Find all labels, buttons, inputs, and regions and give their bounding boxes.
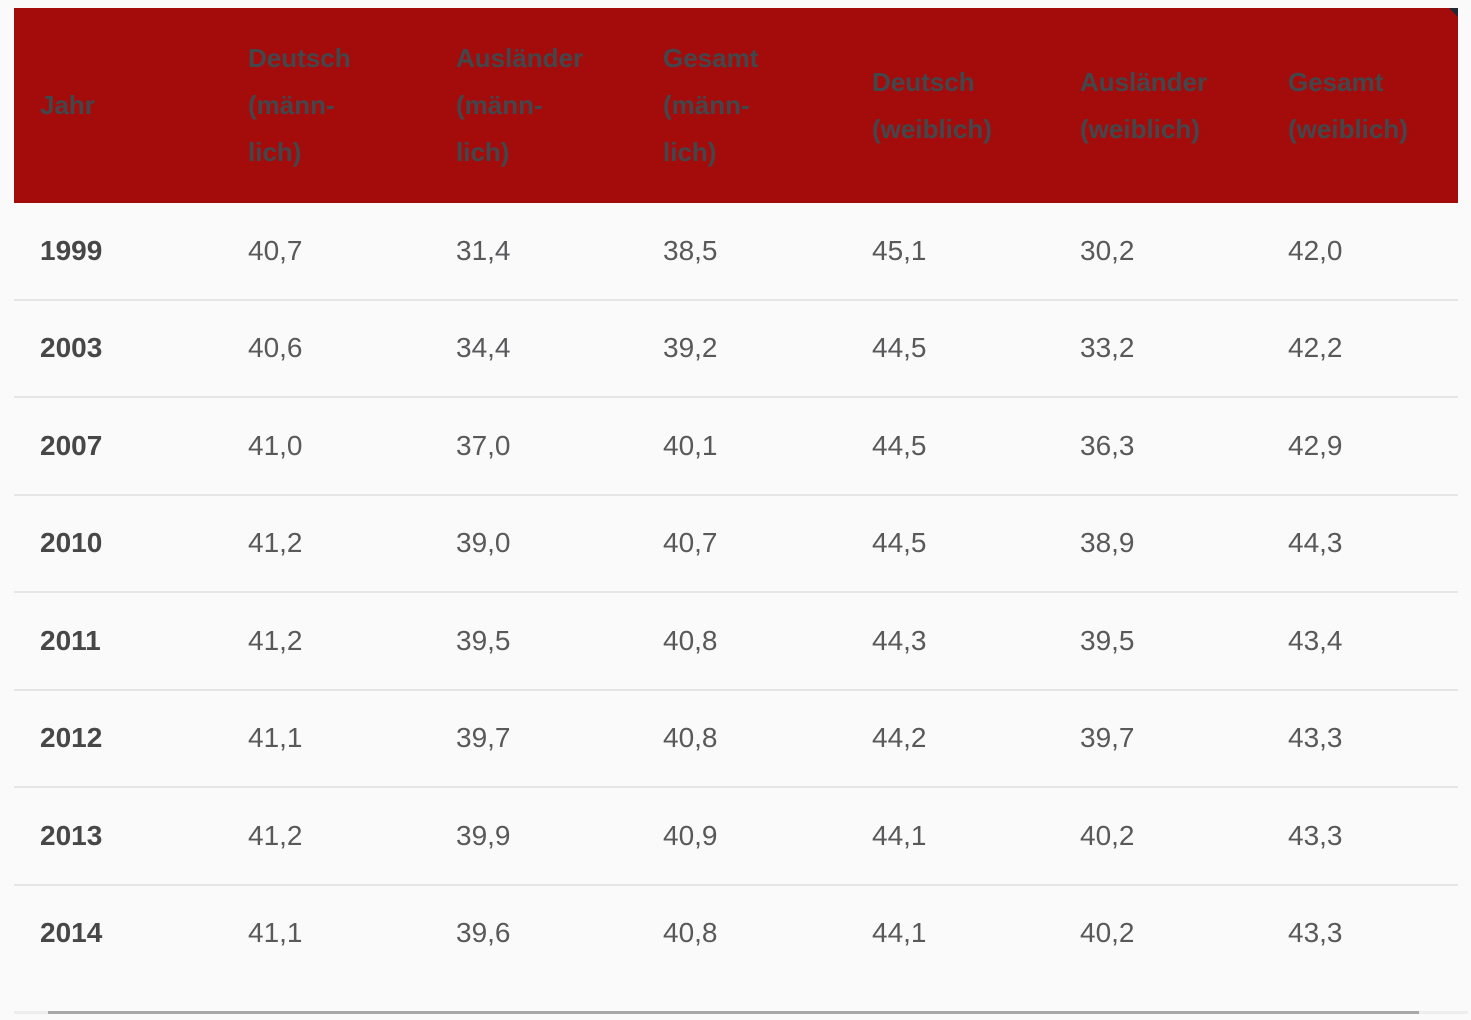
value-cell: 39,6	[456, 917, 511, 949]
year-cell: 2014	[40, 917, 103, 949]
year-cell: 2003	[40, 332, 103, 364]
value-cell: 43,3	[1288, 722, 1343, 754]
value-cell: 43,3	[1288, 819, 1343, 851]
table-row: 2013 41,2 39,9 40,9 44,1 40,2 43,3	[14, 787, 1458, 885]
year-cell: 2013	[40, 819, 103, 851]
statistics-table: Jahr Deutsch (männ-lich) Ausländer (männ-lic…	[14, 8, 1458, 981]
value-cell: 40,2	[1080, 917, 1135, 949]
value-cell: 34,4	[456, 332, 511, 364]
value-cell: 40,8	[663, 722, 718, 754]
value-cell: 31,4	[456, 234, 511, 266]
value-cell: 33,2	[1080, 332, 1135, 364]
column-header-deutsch-weiblich: Deutsch (weiblich)	[846, 8, 1054, 203]
value-cell: 45,1	[872, 234, 927, 266]
value-cell: 40,1	[663, 429, 718, 461]
value-cell: 44,3	[872, 624, 927, 656]
value-cell: 39,5	[456, 624, 511, 656]
value-cell: 40,7	[663, 527, 718, 559]
value-cell: 40,8	[663, 917, 718, 949]
column-header-deutsch-maennlich: Deutsch (männ-lich)	[222, 8, 430, 203]
value-cell: 39,2	[663, 332, 718, 364]
table-row: 1999 40,7 31,4 38,5 45,1 30,2 42,0	[14, 203, 1458, 300]
value-cell: 44,2	[872, 722, 927, 754]
value-cell: 42,2	[1288, 332, 1343, 364]
value-cell: 44,5	[872, 429, 927, 461]
column-header-jahr: Jahr	[14, 8, 222, 203]
value-cell: 40,9	[663, 819, 718, 851]
value-cell: 43,3	[1288, 917, 1343, 949]
value-cell: 44,1	[872, 819, 927, 851]
value-cell: 41,2	[248, 527, 303, 559]
value-cell: 39,7	[456, 722, 511, 754]
scrollbar-thumb[interactable]	[48, 1011, 1419, 1014]
value-cell: 44,1	[872, 917, 927, 949]
value-cell: 44,5	[872, 527, 927, 559]
value-cell: 43,4	[1288, 624, 1343, 656]
table-row: 2003 40,6 34,4 39,2 44,5 33,2 42,2	[14, 300, 1458, 397]
value-cell: 41,2	[248, 819, 303, 851]
value-cell: 40,6	[248, 332, 303, 364]
column-header-auslaender-maennlich: Ausländer (männ-lich)	[430, 8, 637, 203]
column-header-auslaender-weiblich: Ausländer (weiblich)	[1054, 8, 1262, 203]
column-header-gesamt-maennlich: Gesamt (männ-lich)	[637, 8, 846, 203]
table-row: 2012 41,1 39,7 40,8 44,2 39,7 43,3	[14, 690, 1458, 787]
value-cell: 44,3	[1288, 527, 1343, 559]
table-corner-handle-icon	[1449, 8, 1458, 17]
year-cell: 1999	[40, 234, 103, 266]
table-row: 2011 41,2 39,5 40,8 44,3 39,5 43,4	[14, 592, 1458, 690]
value-cell: 41,0	[248, 429, 303, 461]
value-cell: 36,3	[1080, 429, 1135, 461]
value-cell: 38,5	[663, 234, 718, 266]
value-cell: 30,2	[1080, 234, 1135, 266]
value-cell: 40,7	[248, 234, 303, 266]
value-cell: 42,9	[1288, 429, 1343, 461]
value-cell: 42,0	[1288, 234, 1343, 266]
value-cell: 41,1	[248, 917, 303, 949]
table-header-row: Jahr Deutsch (männ-lich) Ausländer (männ-lic…	[14, 8, 1458, 203]
year-cell: 2011	[40, 624, 101, 656]
year-cell: 2007	[40, 429, 103, 461]
value-cell: 44,5	[872, 332, 927, 364]
value-cell: 40,8	[663, 624, 718, 656]
statistics-table-container: Jahr Deutsch (männ-lich) Ausländer (männ-lic…	[14, 8, 1458, 981]
value-cell: 39,0	[456, 527, 511, 559]
table-row: 2014 41,1 39,6 40,8 44,1 40,2 43,3	[14, 885, 1458, 982]
table-header: Jahr Deutsch (männ-lich) Ausländer (männ-lic…	[14, 8, 1458, 203]
year-cell: 2010	[40, 527, 103, 559]
value-cell: 38,9	[1080, 527, 1135, 559]
value-cell: 41,1	[248, 722, 303, 754]
table-row: 2007 41,0 37,0 40,1 44,5 36,3 42,9	[14, 397, 1458, 495]
value-cell: 37,0	[456, 429, 511, 461]
table-body: 1999 40,7 31,4 38,5 45,1 30,2 42,0 2003 40,6 34,4…	[14, 203, 1458, 981]
horizontal-scrollbar[interactable]	[14, 1011, 1468, 1014]
value-cell: 39,7	[1080, 722, 1135, 754]
column-header-gesamt-weiblich: Gesamt (weiblich)	[1262, 8, 1458, 203]
year-cell: 2012	[40, 722, 103, 754]
value-cell: 39,5	[1080, 624, 1135, 656]
table-row: 2010 41,2 39,0 40,7 44,5 38,9 44,3	[14, 495, 1458, 592]
value-cell: 41,2	[248, 624, 303, 656]
value-cell: 39,9	[456, 819, 511, 851]
value-cell: 40,2	[1080, 819, 1135, 851]
